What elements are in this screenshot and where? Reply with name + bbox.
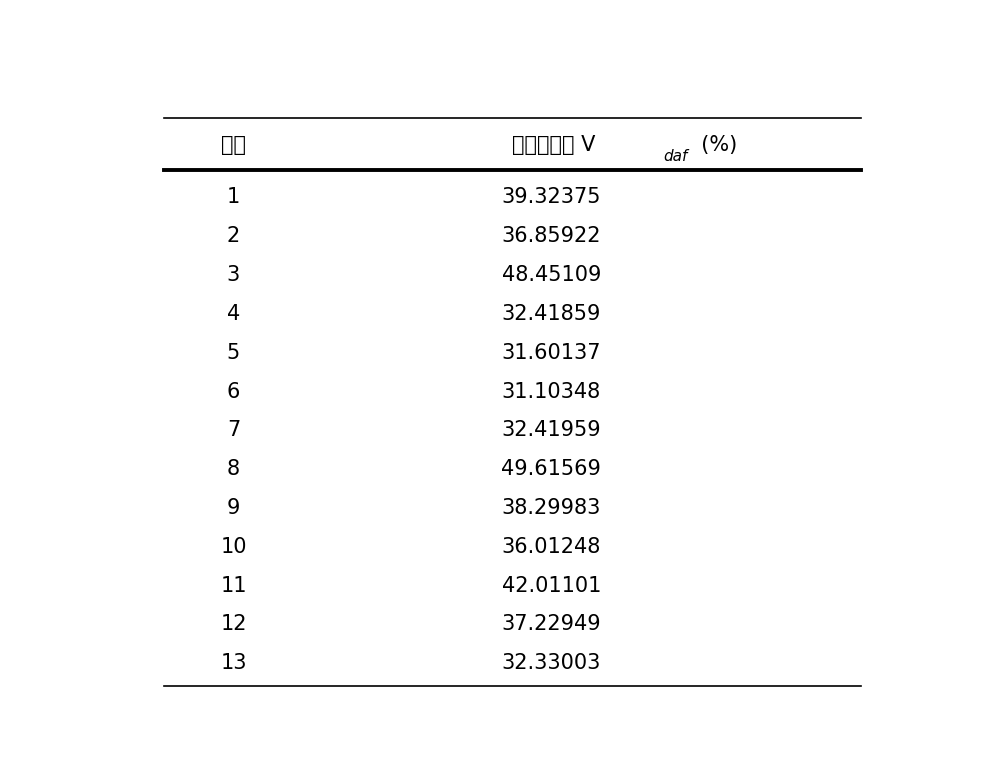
Text: 13: 13: [220, 653, 247, 673]
Text: 42.01101: 42.01101: [502, 575, 601, 596]
Text: 31.60137: 31.60137: [502, 343, 601, 363]
Text: 37.22949: 37.22949: [501, 615, 601, 634]
Text: (%): (%): [688, 136, 738, 155]
Text: 挥发分含量 V: 挥发分含量 V: [512, 136, 596, 155]
Text: 32.41959: 32.41959: [501, 420, 601, 441]
Text: 7: 7: [227, 420, 240, 441]
Text: 36.85922: 36.85922: [502, 227, 601, 246]
Text: 10: 10: [220, 537, 247, 557]
Text: 1: 1: [227, 187, 240, 208]
Text: daf: daf: [664, 149, 688, 164]
Text: 38.29983: 38.29983: [502, 498, 601, 518]
Text: 32.33003: 32.33003: [502, 653, 601, 673]
Text: 11: 11: [220, 575, 247, 596]
Text: 31.10348: 31.10348: [502, 382, 601, 401]
Text: 2: 2: [227, 227, 240, 246]
Text: 8: 8: [227, 459, 240, 479]
Text: 9: 9: [227, 498, 240, 518]
Text: 12: 12: [220, 615, 247, 634]
Text: 3: 3: [227, 265, 240, 285]
Text: 编号: 编号: [221, 136, 246, 155]
Text: 6: 6: [227, 382, 240, 401]
Text: 48.45109: 48.45109: [502, 265, 601, 285]
Text: 5: 5: [227, 343, 240, 363]
Text: 39.32375: 39.32375: [502, 187, 601, 208]
Text: 36.01248: 36.01248: [502, 537, 601, 557]
Text: 49.61569: 49.61569: [501, 459, 601, 479]
Text: 32.41859: 32.41859: [502, 304, 601, 324]
Text: 4: 4: [227, 304, 240, 324]
